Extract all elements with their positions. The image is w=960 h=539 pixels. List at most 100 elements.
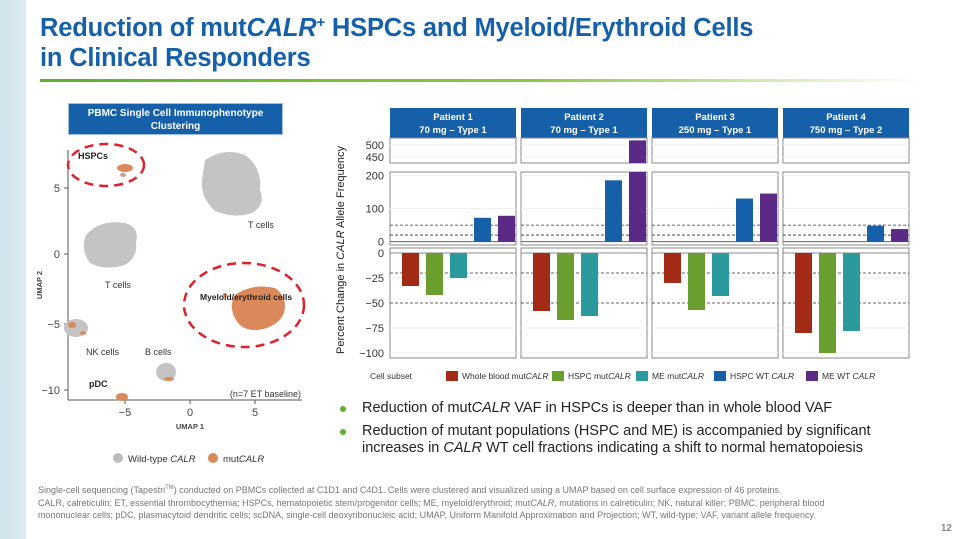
footnote: Single-cell sequencing (TapestriTM) cond… (38, 482, 918, 522)
title-text-post: HSPCs and Myeloid/Erythroid Cells (325, 14, 754, 42)
footnote-text: , mutations in calreticulin; NK, natural… (554, 497, 825, 508)
hspc-highlight-circle (66, 142, 146, 188)
legend-wild-type-label: Wild-type CALR (128, 454, 196, 465)
facet-subtitle: 750 mg – Type 2 (810, 125, 883, 136)
y-tick-label: 0 (378, 237, 384, 249)
footnote-text: Single-cell sequencing (Tapestri (38, 485, 166, 495)
cluster-t-cells-top (201, 151, 262, 216)
facet-header (521, 108, 647, 138)
key-findings: Reduction of mutCALR VAF in HSPCs is dee… (340, 400, 940, 463)
upper-break-panel (389, 137, 517, 164)
bar-chart-ylabel: Percent Change in CALR Allele Frequency (335, 146, 347, 354)
bar (819, 253, 836, 353)
upper-break-panel (520, 137, 648, 164)
title-text: Reduction of mut (40, 14, 247, 42)
y-tick-label: −25 (365, 273, 384, 285)
upper-break-panel (782, 137, 910, 164)
bar (629, 172, 646, 242)
legend-swatch (636, 371, 648, 381)
label-nk-cells: NK cells (86, 347, 120, 357)
legend-label: HSPC mutCALR (568, 371, 631, 381)
bar (760, 193, 777, 242)
bar (688, 253, 705, 310)
bar (426, 253, 443, 295)
facet-header (390, 108, 516, 138)
umap-ytick: 0 (54, 249, 60, 261)
facet-subtitle: 70 mg – Type 1 (419, 125, 487, 136)
legend-label: ME mutCALR (652, 371, 704, 381)
bar (712, 253, 729, 296)
upper-break-panel (651, 137, 779, 164)
cluster-hspcs (117, 164, 133, 177)
bullet-italic: CALR (471, 400, 511, 416)
bullet-text: VAF in HSPCs is deeper than in whole blo… (510, 400, 833, 416)
legend-wild-type-swatch (113, 453, 123, 463)
bar (795, 253, 812, 333)
facet-title: Patient 1 (433, 112, 473, 123)
bar (664, 253, 681, 283)
footnote-text: mononuclear cells; pDC, plasmacytoid den… (38, 510, 816, 520)
bar (533, 253, 550, 311)
footnote-text: CALR, calreticulin; ET, essential thromb… (38, 497, 531, 508)
legend-title: Cell subset (370, 371, 413, 381)
facet-subtitle: 70 mg – Type 1 (550, 125, 618, 136)
vaf-bar-chart: Percent Change in CALR Allele Frequency … (335, 108, 910, 381)
label-b-cells: B cells (145, 347, 172, 357)
facet-subtitle: 250 mg – Type 1 (679, 125, 752, 136)
facet-header (783, 108, 909, 138)
left-decorative-strip (0, 0, 26, 539)
label-t-cells-left: T cells (105, 280, 131, 290)
title-italic: CALR (246, 14, 317, 42)
umap-xtick: 5 (252, 407, 258, 419)
umap-xtick: −5 (119, 407, 132, 419)
y-tick-label: 100 (366, 204, 384, 216)
label-hspcs: HSPCs (78, 151, 108, 161)
bullet-text: Reduction of mutant populations (HSPC an… (362, 423, 871, 439)
y-tick-label: 200 (366, 170, 384, 182)
bar (605, 180, 622, 242)
umap-xtick: 0 (187, 407, 193, 419)
cluster-pdc (116, 393, 128, 401)
page-number: 12 (940, 523, 952, 534)
bar-legend: Cell subset Whole blood mutCALR HSPC mutC… (370, 371, 875, 381)
label-pdc: pDC (89, 379, 108, 389)
myeloid-highlight-circle (182, 261, 306, 349)
cluster-b-cells (156, 363, 176, 381)
legend-swatch (552, 371, 564, 381)
bullet-dot-icon (340, 406, 346, 412)
legend-mut-label: mutCALR (223, 454, 264, 465)
umap-ytick: 5 (54, 183, 60, 195)
bar (450, 253, 467, 278)
bar (581, 253, 598, 316)
cluster-nk (64, 319, 88, 337)
legend-swatch (806, 371, 818, 381)
title-sup: + (316, 14, 326, 31)
umap-ytick: −10 (41, 385, 60, 397)
y-tick-label: 500 (366, 140, 384, 152)
slide-title: Reduction of mutCALR+ HSPCs and Myeloid/… (40, 8, 920, 73)
umap-ytick: −5 (47, 319, 60, 331)
bullet-dot-icon (340, 429, 346, 435)
bar (891, 229, 908, 242)
facet-header (652, 108, 778, 138)
legend-label: Whole blood mutCALR (462, 371, 548, 381)
bar (557, 253, 574, 320)
bar-broken-segment (629, 140, 646, 163)
y-tick-label: −75 (365, 323, 384, 335)
label-t-cells-top: T cells (248, 220, 274, 230)
legend-swatch (446, 371, 458, 381)
y-tick-label: −100 (359, 348, 384, 360)
bar (867, 225, 884, 242)
umap-plot: 5 0 −5 −10 −5 0 5 UMAP 1 UMAP 2 (35, 142, 306, 465)
cluster-myeloid (223, 286, 285, 331)
label-baseline-note: (n=7 ET baseline) (230, 389, 301, 399)
label-myeloid: Myeloid/erythroid cells (200, 292, 292, 302)
footnote-sup: TM (165, 485, 174, 491)
bullet-italic: CALR (443, 440, 483, 456)
bullet-text: WT cell fractions indicating a shift to … (482, 440, 864, 456)
footnote-italic: CALR (530, 497, 555, 508)
facet-title: Patient 2 (564, 112, 604, 123)
legend-mut-swatch (208, 453, 218, 463)
legend-swatch (714, 371, 726, 381)
